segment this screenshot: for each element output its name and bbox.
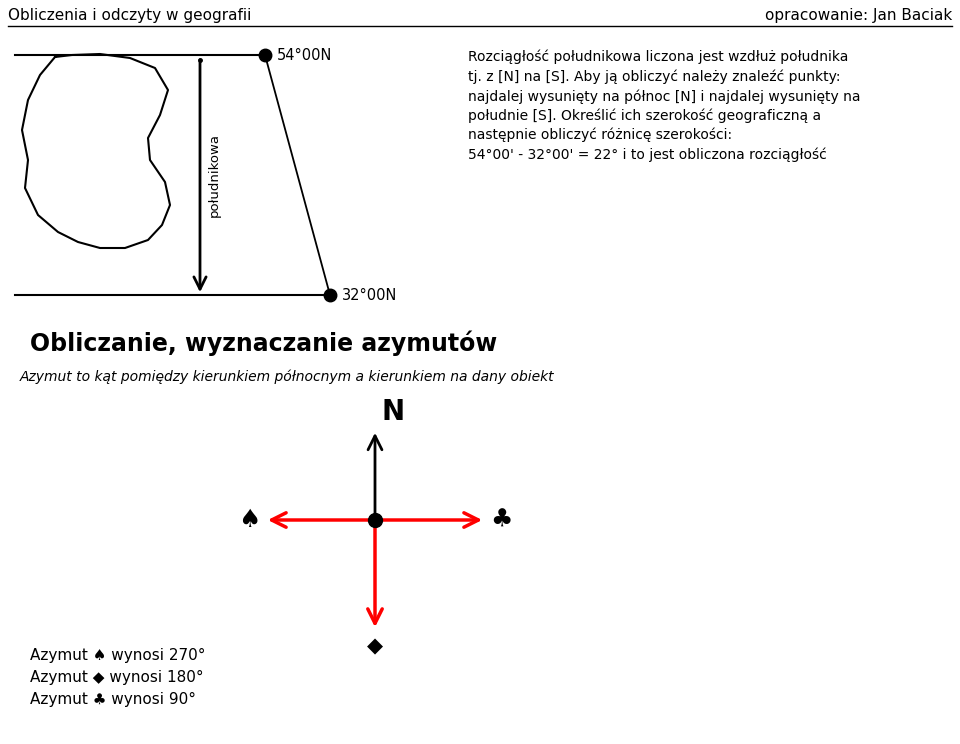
Text: najdalej wysunięty na północ [N] i najdalej wysunięty na: najdalej wysunięty na północ [N] i najda…: [468, 89, 860, 103]
Text: południe [S]. Określić ich szerokość geograficzną a: południe [S]. Określić ich szerokość geo…: [468, 109, 821, 123]
Text: Azymut to kąt pomiędzy kierunkiem północnym a kierunkiem na dany obiekt: Azymut to kąt pomiędzy kierunkiem północ…: [20, 370, 555, 385]
Text: opracowanie: Jan Baciak: opracowanie: Jan Baciak: [765, 8, 952, 23]
Text: południkowa: południkowa: [207, 133, 221, 217]
Text: 54°00' - 32°00' = 22° i to jest obliczona rozciągłość: 54°00' - 32°00' = 22° i to jest obliczon…: [468, 147, 827, 162]
Text: Obliczenia i odczyty w geografii: Obliczenia i odczyty w geografii: [8, 8, 252, 23]
Text: ◆: ◆: [367, 636, 383, 656]
Text: Rozciągłość południkowa liczona jest wzdłuż południka: Rozciągłość południkowa liczona jest wzd…: [468, 50, 849, 65]
Text: Azymut ♠ wynosi 270°: Azymut ♠ wynosi 270°: [30, 648, 205, 663]
Text: Azymut ♣ wynosi 90°: Azymut ♣ wynosi 90°: [30, 692, 196, 707]
Text: N: N: [381, 398, 404, 426]
Text: 54°00N: 54°00N: [277, 48, 332, 62]
Text: Azymut ◆ wynosi 180°: Azymut ◆ wynosi 180°: [30, 670, 204, 685]
Text: Obliczanie, wyznaczanie azymutów: Obliczanie, wyznaczanie azymutów: [30, 330, 497, 356]
Text: 32°00N: 32°00N: [342, 287, 397, 303]
Text: ♠: ♠: [238, 508, 260, 532]
Text: następnie obliczyć różnicę szerokości:: następnie obliczyć różnicę szerokości:: [468, 128, 732, 143]
Text: ♣: ♣: [490, 508, 513, 532]
Text: tj. z [N] na [S]. Aby ją obliczyć należy znaleźć punkty:: tj. z [N] na [S]. Aby ją obliczyć należy…: [468, 69, 841, 84]
